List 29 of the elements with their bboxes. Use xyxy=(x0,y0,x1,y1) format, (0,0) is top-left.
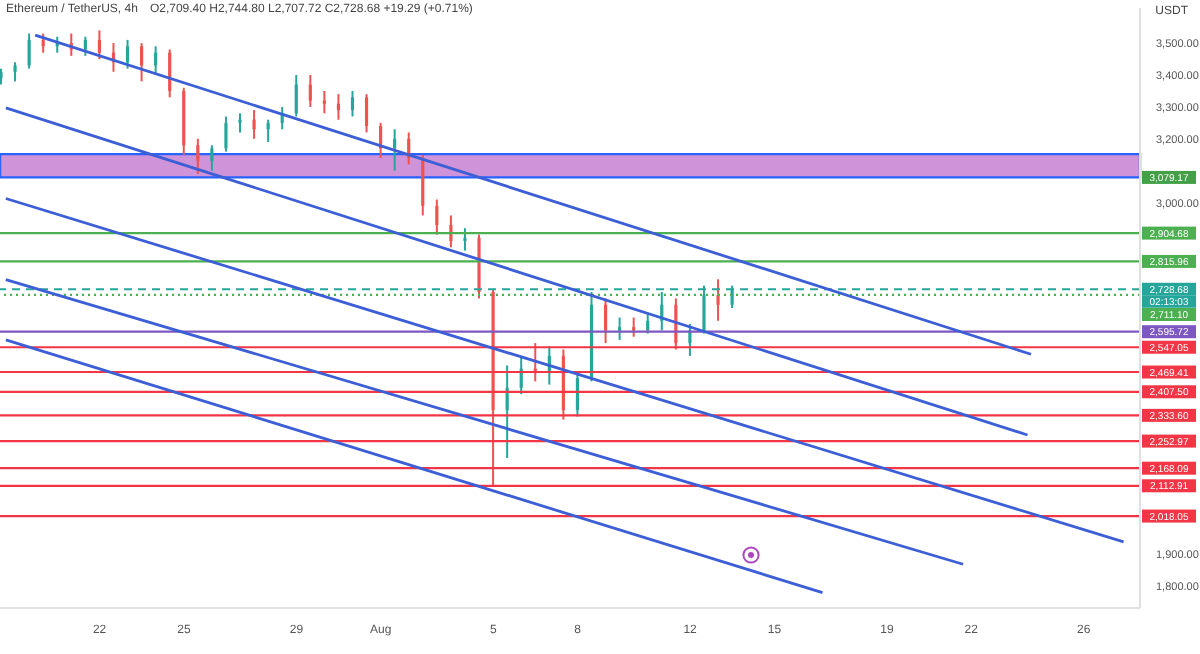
candlestick xyxy=(393,128,397,172)
candlestick xyxy=(41,32,45,54)
candlestick xyxy=(646,313,650,335)
candlestick xyxy=(140,42,144,83)
candlestick xyxy=(603,297,608,345)
candlestick xyxy=(294,74,298,118)
candlestick xyxy=(210,144,214,172)
candlestick xyxy=(13,61,17,83)
candlestick xyxy=(322,89,326,115)
candlestick xyxy=(336,93,341,121)
candlestick xyxy=(716,278,720,322)
candlestick xyxy=(308,74,312,108)
candlestick xyxy=(154,45,158,77)
candlestick xyxy=(632,316,636,338)
candlestick xyxy=(196,137,200,175)
candlestick xyxy=(435,198,439,236)
candlestick xyxy=(224,115,228,153)
candlestick xyxy=(83,35,87,57)
candlestick xyxy=(266,118,270,144)
candlestick xyxy=(27,32,31,70)
candlestick xyxy=(463,227,467,252)
candlestick xyxy=(618,316,622,341)
candlestick xyxy=(364,93,369,134)
candlestick xyxy=(97,29,101,61)
candlestick xyxy=(350,89,355,118)
candlestick xyxy=(421,153,425,217)
candlestick xyxy=(238,112,242,134)
candlestick xyxy=(252,109,256,140)
candlestick xyxy=(125,38,130,70)
